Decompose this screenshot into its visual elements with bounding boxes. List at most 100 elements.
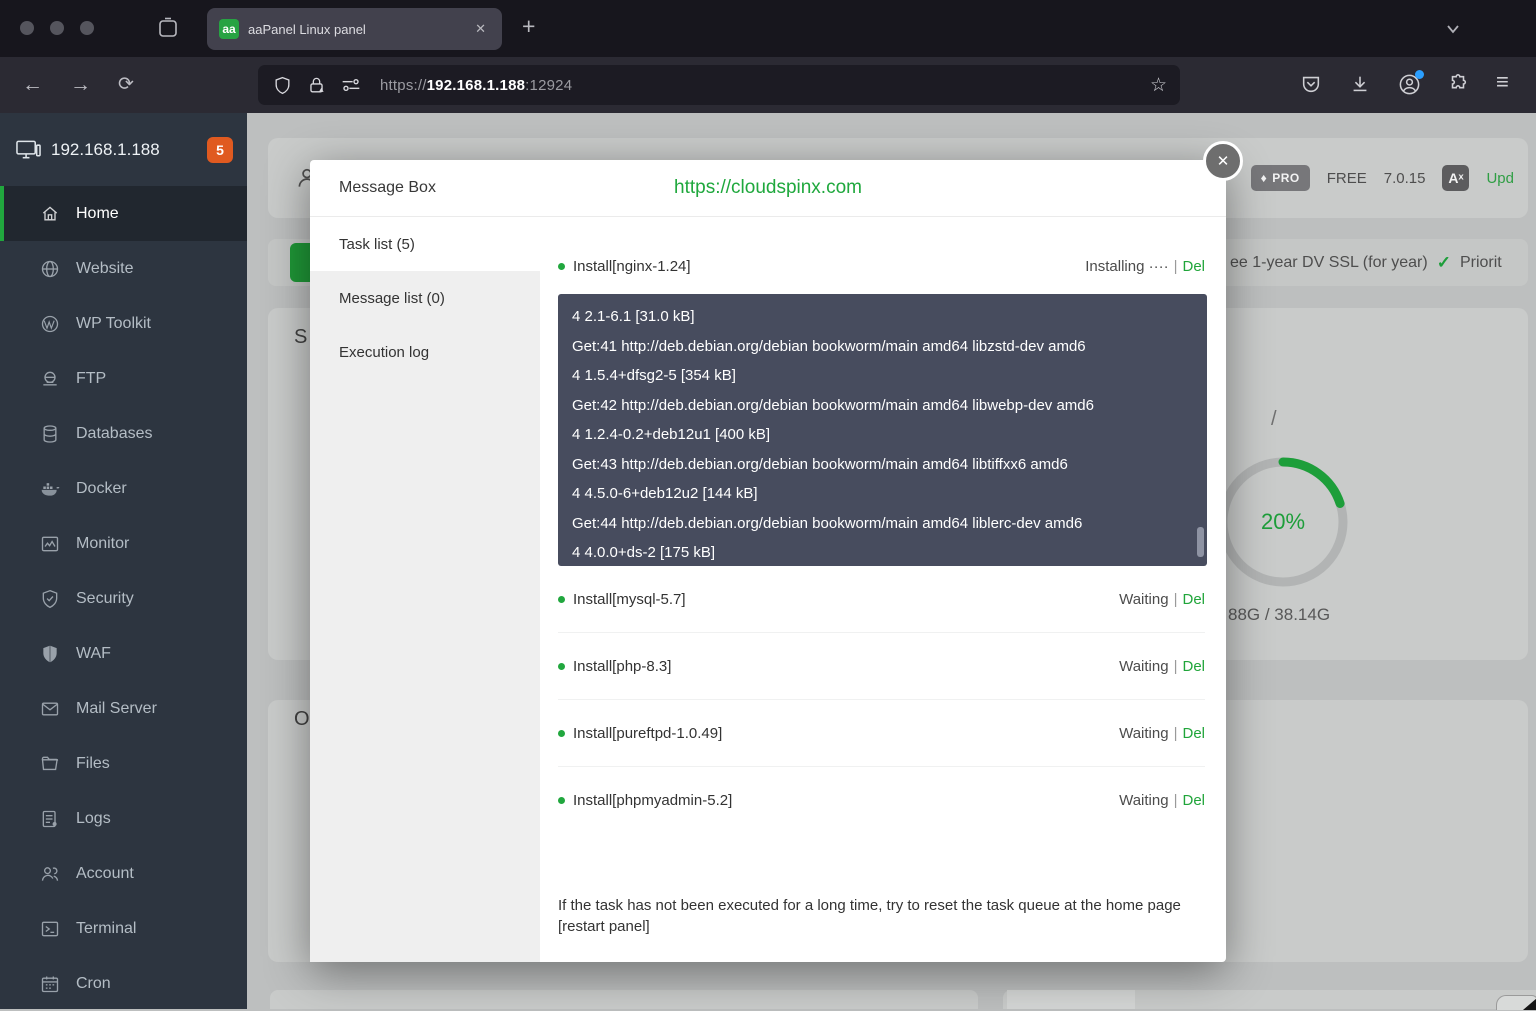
window-control-dot[interactable] [20,21,34,35]
files-icon [40,754,60,774]
sidebar-item-label: Mail Server [76,699,157,717]
modal-tab-column: Task list (5) Message list (0) Execution l… [310,217,540,962]
sidebar-item-label: Monitor [76,534,130,552]
sidebar-item-databases[interactable]: Databases [0,406,247,461]
sidebar-item-docker[interactable]: Docker [0,461,247,516]
sidebar-item-account[interactable]: Account [0,846,247,901]
task-separator: | [1173,657,1178,675]
modal-close-button[interactable]: ✕ [1203,141,1243,181]
browser-toolbar: ← → ⟳ https://192.168.1.188:12924 ☆ [0,57,1536,113]
sidebar-item-ftp[interactable]: FTP [0,351,247,406]
shield-icon[interactable] [273,76,292,95]
window-control-dot[interactable] [50,21,64,35]
task-name: Install[pureftpd-1.0.49] [573,724,723,742]
pro-badge[interactable]: ♦ PRO [1250,165,1310,191]
sidebar-item-home[interactable]: Home [0,186,247,241]
pocket-icon[interactable] [1300,73,1322,95]
modal-tab-message-1[interactable]: Message list (0) [310,271,540,325]
logs-icon [40,809,60,829]
account-icon[interactable] [1398,70,1424,96]
task-delete-link[interactable]: Del [1182,724,1205,742]
notification-badge: 5 [207,136,233,163]
firefox-view-icon[interactable] [156,16,180,40]
status-card-heading: S [294,326,308,348]
browser-tab-strip: aa aaPanel Linux panel ✕ + [0,0,1536,57]
disk-label-slash: / [1271,408,1277,430]
sidebar-item-label: Cron [76,974,111,992]
task-delete-link[interactable]: Del [1182,257,1205,275]
new-tab-button[interactable]: + [522,13,536,39]
modal-tab-task-0[interactable]: Task list (5) [310,217,540,271]
modal-tab-label: Execution log [339,343,430,361]
corner-edit-widget[interactable] [1496,995,1536,1010]
task-name: Install[nginx-1.24] [573,257,691,275]
bottom-card-tab [1007,990,1135,1009]
task-name: Install[mysql-5.7] [573,590,686,608]
sidebar-item-label: Terminal [76,919,137,937]
task-delete-link[interactable]: Del [1182,590,1205,608]
back-button[interactable]: ← [22,73,43,96]
modal-tab-execution-2[interactable]: Execution log [310,325,540,379]
task-status: Waiting [1119,724,1169,742]
sidebar-item-files[interactable]: Files [0,736,247,791]
free-label: FREE [1326,169,1367,187]
sidebar-item-waf[interactable]: WAF [0,626,247,681]
website-icon [40,259,60,279]
task-row: Install[php-8.3] Waiting | Del [558,633,1205,700]
task-status: Waiting [1119,791,1169,809]
cron-icon [40,974,60,994]
url-port: :12924 [525,76,573,94]
window-control-dot[interactable] [80,21,94,35]
corner-wedge-icon [1523,998,1536,1010]
cloudspinx-link[interactable]: https://cloudspinx.com [674,177,862,198]
task-row: Install[phpmyadmin-5.2] Waiting | Del [558,767,1205,833]
task-status-dot [558,796,565,804]
task-name: Install[php-8.3] [573,657,672,675]
server-header[interactable]: 192.168.1.188 5 [0,113,247,186]
bottom-card-right [1003,990,1536,1009]
sidebar-item-terminal[interactable]: Terminal [0,901,247,956]
task-delete-link[interactable]: Del [1182,657,1205,675]
sidebar-item-mail-server[interactable]: Mail Server [0,681,247,736]
menu-hamburger-icon[interactable]: ≡ [1496,69,1509,94]
terminal-line: Get:41 http://deb.debian.org/debian book… [572,337,1086,355]
browser-tab[interactable]: aa aaPanel Linux panel ✕ [207,8,502,50]
tab-list-chevron-icon[interactable] [1444,20,1462,38]
sidebar-item-website[interactable]: Website [0,241,247,296]
task-name: Install[phpmyadmin-5.2] [573,791,733,809]
reload-button[interactable]: ⟳ [118,74,134,95]
terminal-scrollbar-thumb[interactable] [1197,527,1204,557]
sidebar-item-logs[interactable]: Logs [0,791,247,846]
overview-card-heading: O [294,708,310,730]
tab-close-icon[interactable]: ✕ [475,21,486,36]
task-queue-note: If the task has not been executed for a … [558,897,1181,936]
task-status-dot [558,595,565,603]
terminal-line: Get:44 http://deb.debian.org/debian book… [572,514,1083,532]
sidebar-item-label: WP Toolkit [76,314,151,332]
lock-warning-icon[interactable] [307,76,326,95]
server-ip: 192.168.1.188 [51,139,160,159]
terminal-line: 4 2.1-6.1 [31.0 kB] [572,308,695,325]
task-status-dot [558,729,565,737]
url-bar[interactable]: https://192.168.1.188:12924 ☆ [258,65,1180,105]
sidebar-item-security[interactable]: Security [0,571,247,626]
sidebar-item-label: FTP [76,369,107,387]
bookmark-star-icon[interactable]: ☆ [1149,74,1167,96]
permissions-icon[interactable] [341,77,361,93]
forward-button[interactable]: → [70,73,91,96]
sidebar-item-label: Databases [76,424,153,442]
translate-icon[interactable]: Aˣ [1442,165,1470,191]
install-log-terminal[interactable]: 4 2.1-6.1 [31.0 kB] Get:41 http://deb.deb… [558,294,1207,566]
sidebar-item-monitor[interactable]: Monitor [0,516,247,571]
task-delete-link[interactable]: Del [1182,791,1205,809]
extensions-puzzle-icon[interactable] [1447,73,1469,95]
downloads-icon[interactable] [1349,73,1371,95]
sidebar-item-cron[interactable]: Cron [0,956,247,1011]
terminal-line: 4 4.5.0-6+deb12u2 [144 kB] [572,485,758,502]
disk-usage-gauge[interactable]: 20% [1213,452,1353,592]
bottom-card-left [270,990,978,1009]
task-status: Installing ···· [1085,257,1169,275]
gem-icon: ♦ [1260,171,1268,185]
sidebar-item-wp-toolkit[interactable]: WP Toolkit [0,296,247,351]
update-link[interactable]: Upd [1486,169,1514,187]
